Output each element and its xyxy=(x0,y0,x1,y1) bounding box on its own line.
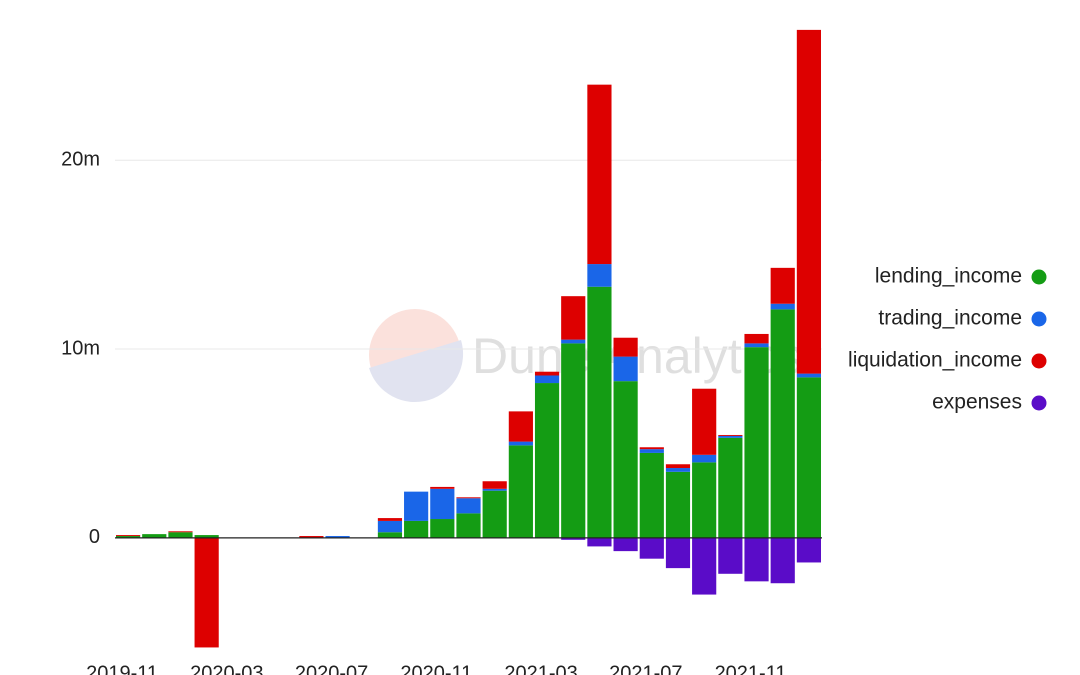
x-tick-label: 2020-07 xyxy=(295,662,368,675)
bar-segment xyxy=(508,445,533,538)
bar-segment xyxy=(299,536,324,538)
bar-segment xyxy=(587,537,612,547)
legend-swatch xyxy=(1031,269,1047,285)
x-tick-label: 2021-03 xyxy=(504,662,577,675)
bar-segment xyxy=(534,371,560,376)
bar-segment xyxy=(142,534,167,538)
bar-segment xyxy=(665,537,691,569)
y-tick-label: 20m xyxy=(61,148,100,170)
x-tick-label: 2021-07 xyxy=(609,662,682,675)
bar-segment xyxy=(404,491,429,521)
bar-segment xyxy=(692,462,717,538)
bar-segment xyxy=(744,343,769,348)
bar-segment xyxy=(430,488,455,520)
bar-segment xyxy=(770,267,795,304)
bar-segment xyxy=(744,347,769,538)
bar-segment xyxy=(377,518,403,521)
bar-segment xyxy=(430,519,455,538)
legend-swatch xyxy=(1031,395,1047,411)
bar-segment xyxy=(718,537,743,574)
bar-segment xyxy=(561,537,586,540)
bar-segment xyxy=(534,383,560,538)
bar-segment xyxy=(613,337,638,357)
bar-segment xyxy=(456,497,481,499)
bar-segment xyxy=(692,388,717,455)
bar-segment xyxy=(534,375,560,384)
bar-segment xyxy=(116,535,141,537)
bar-segment xyxy=(168,532,193,538)
bar-segment xyxy=(692,454,717,463)
bar-segment xyxy=(482,488,507,491)
bar-segment xyxy=(613,381,638,538)
bar-segment xyxy=(430,486,455,489)
bar-segment xyxy=(325,536,350,538)
x-tick-label: 2021-11 xyxy=(715,662,787,675)
bar-segment xyxy=(561,343,586,538)
bar-segment xyxy=(639,537,664,559)
bar-segment xyxy=(796,373,821,378)
bar-segment xyxy=(639,449,664,453)
bar-segment xyxy=(508,411,533,442)
bar-segment xyxy=(613,356,638,382)
bar-segment xyxy=(194,537,219,648)
bar-segment xyxy=(482,481,507,489)
bar-segment xyxy=(718,434,743,436)
bar-segment xyxy=(561,296,586,340)
bar-segment xyxy=(639,447,664,450)
bar-segment xyxy=(770,537,795,584)
x-tick-label: 2020-11 xyxy=(400,662,472,675)
bar-segment xyxy=(692,537,717,595)
bar-segment xyxy=(404,520,429,538)
bar-segment xyxy=(587,84,612,265)
legend-swatch xyxy=(1031,311,1047,327)
watermark xyxy=(369,309,464,403)
bar-segment xyxy=(168,531,193,533)
bar-segment xyxy=(770,303,795,310)
bar-segment xyxy=(665,464,691,469)
legend-swatch xyxy=(1031,353,1047,369)
legend-label: liquidation_income xyxy=(848,349,1022,372)
legend-label: expenses xyxy=(932,391,1022,414)
bar-segment xyxy=(377,520,403,533)
bar-segment xyxy=(770,309,795,538)
bar-segment xyxy=(796,537,821,563)
y-tick-label: 0 xyxy=(89,526,100,548)
bar-segment xyxy=(377,532,403,538)
bar-segment xyxy=(744,333,769,344)
x-tick-label: 2020-03 xyxy=(190,662,263,675)
x-tick-label: 2019-11 xyxy=(86,662,158,675)
bar-segment xyxy=(482,490,507,538)
bar-segment xyxy=(194,535,219,538)
y-tick-label: 10m xyxy=(61,337,100,359)
bar-segment xyxy=(796,377,821,538)
legend-label: lending_income xyxy=(875,265,1022,288)
bar-segment xyxy=(508,441,533,446)
bar-segment xyxy=(796,29,821,374)
bar-segment xyxy=(665,468,691,472)
bar-segment xyxy=(613,537,638,552)
bar-segment xyxy=(456,513,481,538)
bar-segment xyxy=(718,435,743,438)
bar-segment xyxy=(587,286,612,538)
bar-segment xyxy=(561,339,586,344)
bar-segment xyxy=(744,537,769,582)
bar-segment xyxy=(116,536,141,538)
bar-segment xyxy=(665,471,691,538)
legend-label: trading_income xyxy=(878,307,1022,330)
bar-segment xyxy=(587,264,612,287)
bar-segment xyxy=(456,498,481,514)
watermark-logo-part xyxy=(369,340,464,403)
bar-segment xyxy=(639,452,664,538)
bar-segment xyxy=(718,437,743,538)
